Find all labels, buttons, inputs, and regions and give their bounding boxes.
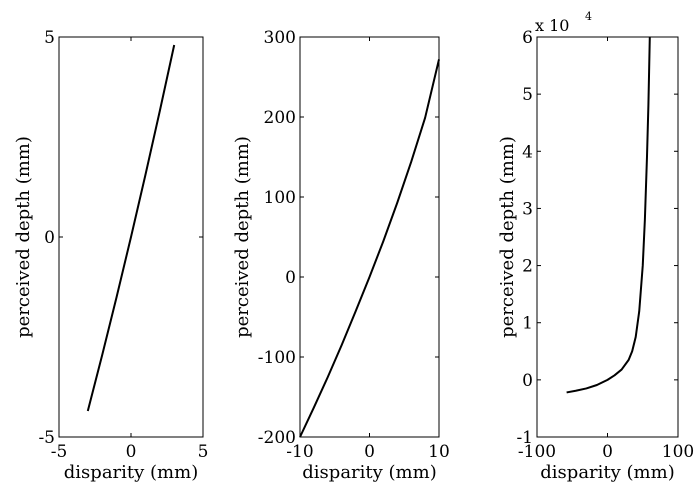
x-tick-label: -100 (518, 442, 556, 462)
y-tick-label: 100 (264, 188, 296, 208)
x-axis-label: disparity (mm) (302, 462, 436, 483)
axes-frame (299, 36, 440, 438)
y-multiplier-exponent: 4 (585, 10, 592, 23)
axes-frame (536, 36, 679, 438)
x-tick-label: 0 (602, 442, 613, 462)
y-axis-label: perceived depth (mm) (13, 136, 34, 338)
series-line (86, 44, 176, 412)
series-line (299, 59, 440, 438)
y-tick-label: -5 (38, 428, 55, 448)
x-axis-label: disparity (mm) (540, 462, 674, 483)
y-tick-label: 5 (522, 85, 533, 105)
y-axis-label: perceived depth (mm) (497, 136, 518, 338)
x-axis-label: disparity (mm) (64, 462, 198, 483)
y-tick-label: 5 (44, 28, 55, 48)
x-tick-label: 100 (662, 442, 694, 462)
y-tick-label: 0 (44, 228, 55, 248)
y-tick-label: -100 (258, 348, 296, 368)
y-tick-label: -1 (516, 428, 533, 448)
x-tick-label: -10 (286, 442, 313, 462)
y-tick-label: 6 (522, 28, 533, 48)
y-axis-label: perceived depth (mm) (232, 136, 253, 338)
y-tick-label: 1 (522, 314, 533, 334)
x-tick-label: -5 (51, 442, 68, 462)
y-tick-label: 3 (522, 199, 533, 219)
y-tick-label: 300 (264, 28, 296, 48)
y-tick-label: -200 (258, 428, 296, 448)
x-tick-label: 0 (126, 442, 137, 462)
x-tick-label: 5 (198, 442, 209, 462)
y-tick-label: 0 (285, 268, 296, 288)
x-tick-label: 10 (428, 442, 450, 462)
y-tick-label: 200 (264, 108, 296, 128)
x-tick-label: 0 (364, 442, 375, 462)
series-line (566, 36, 651, 394)
y-tick-label: 0 (522, 371, 533, 391)
panel-right: -100 0 100 -1 0 1 2 3 4 5 6 disparity (mm) perceived… (497, 10, 694, 483)
y-tick-label: 4 (522, 142, 533, 162)
y-tick-label: 2 (522, 257, 533, 277)
y-multiplier-label: x 10 (535, 16, 569, 35)
